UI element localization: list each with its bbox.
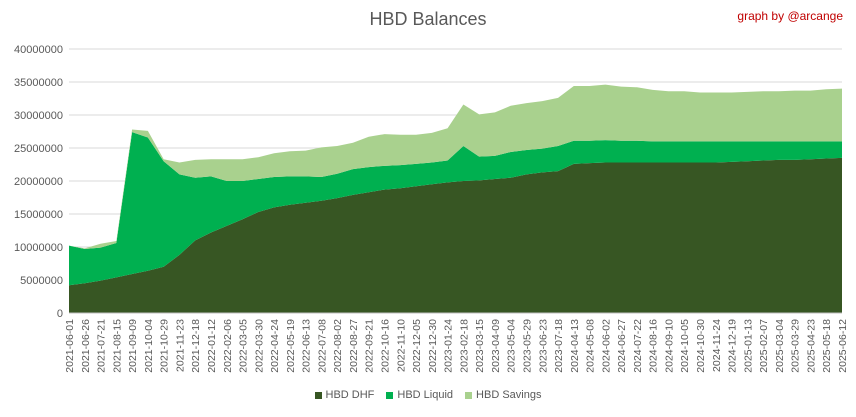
x-tick-label: 2021-07-21: [96, 319, 108, 373]
y-tick-labels: 0 5000000 10000000 15000000 20000000 25000000…: [14, 44, 63, 320]
x-tick-label: 2023-01-24: [443, 319, 455, 373]
x-tick-labels: 2021-06-01 2021-06-26 2021-07-21 2021-08-15…: [64, 319, 849, 373]
x-tick-label: 2025-01-13: [742, 319, 754, 373]
y-tick-label: 10000000: [14, 242, 63, 254]
legend-label: HBD Liquid: [397, 389, 454, 401]
x-tick-label: 2024-11-24: [711, 319, 723, 372]
chart-credit: graph by @arcange: [737, 9, 843, 23]
area-series-hbd-savings: [69, 84, 842, 249]
y-tick-label: 40000000: [14, 44, 63, 56]
x-tick-label: 2021-11-23: [174, 319, 186, 372]
y-tick-label: 20000000: [14, 176, 63, 188]
chart-title: HBD Balances: [369, 9, 487, 29]
x-tick-label: 2022-05-19: [285, 319, 297, 373]
x-tick-label: 2023-05-04: [506, 319, 518, 373]
x-tick-label: 2023-07-18: [553, 319, 565, 373]
legend-label: HBD Savings: [476, 389, 542, 401]
area-series-layer: [69, 84, 842, 313]
x-tick-label: 2024-12-19: [727, 319, 739, 373]
x-tick-label: 2022-01-12: [206, 319, 218, 373]
x-tick-label: 2021-08-15: [111, 319, 123, 373]
x-tick-label: 2024-06-02: [600, 319, 612, 373]
x-tick-label: 2021-09-09: [127, 319, 139, 373]
y-tick-label: 35000000: [14, 77, 63, 89]
x-tick-label: 2022-07-08: [316, 319, 328, 373]
x-tick-label: 2024-08-16: [648, 319, 660, 373]
x-tick-label: 2024-10-30: [695, 319, 707, 373]
x-tick-label: 2023-05-29: [521, 319, 533, 373]
x-tick-label: 2022-08-27: [348, 319, 360, 373]
legend-item: HBD Liquid: [386, 389, 453, 401]
legend-swatch: [465, 391, 473, 399]
x-tick-label: 2022-04-24: [269, 319, 281, 373]
x-tick-label: 2022-02-06: [222, 319, 234, 373]
x-tick-label: 2022-03-05: [238, 319, 250, 373]
x-tick-label: 2023-04-09: [490, 319, 502, 373]
x-tick-label: 2022-06-13: [301, 319, 313, 373]
x-tick-label: 2023-02-18: [458, 319, 470, 373]
x-tick-label: 2025-06-12: [837, 319, 849, 373]
x-tick-label: 2023-03-15: [474, 319, 486, 373]
legend-item: HBD DHF: [314, 389, 375, 401]
x-tick-label: 2025-05-18: [821, 319, 833, 373]
x-tick-label: 2024-06-27: [616, 319, 628, 373]
x-tick-label: 2022-10-16: [380, 319, 392, 373]
legend-swatch: [386, 391, 394, 399]
y-tick-label: 30000000: [14, 110, 63, 122]
x-tick-label: 2022-03-30: [253, 319, 265, 373]
x-tick-label: 2024-05-08: [585, 319, 597, 373]
y-tick-label: 5000000: [20, 275, 63, 287]
area-series-hbd-dhf: [69, 157, 842, 313]
x-tick-label: 2025-04-23: [805, 319, 817, 373]
x-tick-label: 2021-12-18: [190, 319, 202, 373]
legend-label: HBD DHF: [325, 389, 375, 401]
x-tick-label: 2021-06-26: [80, 319, 92, 373]
x-tick-label: 2023-06-23: [537, 319, 549, 373]
x-tick-label: 2025-03-04: [774, 319, 786, 373]
legend-swatch: [314, 391, 322, 399]
x-tick-label: 2022-08-02: [332, 319, 344, 373]
chart-legend: HBD DHF HBD Liquid HBD Savings: [0, 389, 856, 402]
x-tick-label: 2021-06-01: [64, 319, 76, 373]
x-tick-label: 2021-10-04: [143, 319, 155, 373]
x-tick-label: 2022-12-30: [427, 319, 439, 373]
legend-item: HBD Savings: [465, 389, 541, 401]
x-tick-label: 2025-03-29: [790, 319, 802, 373]
y-tick-label: 0: [57, 308, 63, 320]
x-tick-label: 2024-04-13: [569, 319, 581, 373]
x-tick-label: 2022-09-21: [364, 319, 376, 373]
area-series-hbd-liquid: [69, 132, 842, 286]
x-tick-label: 2022-11-10: [395, 319, 407, 372]
x-tick-label: 2024-07-22: [632, 319, 644, 373]
x-tick-label: 2024-10-05: [679, 319, 691, 373]
x-tick-label: 2024-09-10: [663, 319, 675, 373]
y-tick-label: 25000000: [14, 143, 63, 155]
x-tick-label: 2022-12-05: [411, 319, 423, 373]
x-tick-label: 2021-10-29: [159, 319, 171, 373]
y-tick-label: 15000000: [14, 209, 63, 221]
x-tick-label: 2025-02-07: [758, 319, 770, 373]
